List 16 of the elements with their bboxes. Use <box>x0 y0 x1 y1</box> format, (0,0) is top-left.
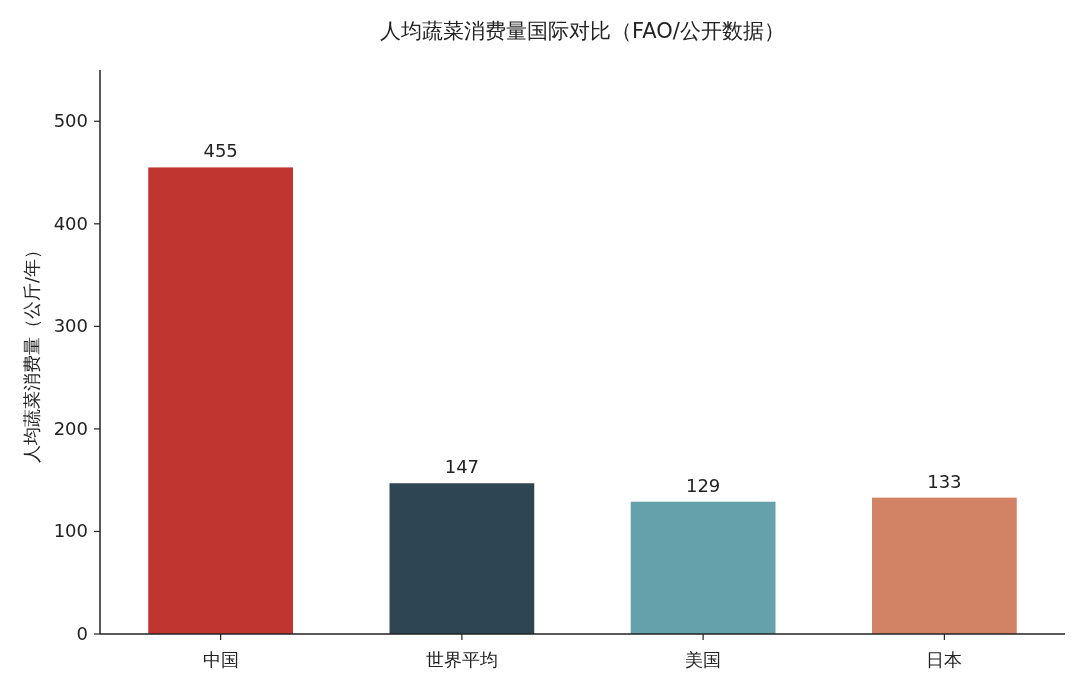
x-tick-label: 日本 <box>926 649 963 670</box>
y-tick-label: 100 <box>53 520 88 542</box>
x-tick-label: 美国 <box>685 649 722 670</box>
y-tick-label: 500 <box>53 110 88 132</box>
data-label: 133 <box>927 470 962 492</box>
x-tick-label: 中国 <box>202 649 239 670</box>
y-axis-title: 人均蔬菜消费量（公斤/年） <box>21 240 42 464</box>
y-tick-label: 300 <box>53 315 88 337</box>
y-tick-label: 0 <box>76 623 88 644</box>
chart-title: 人均蔬菜消费量国际对比（FAO/公开数据） <box>380 19 785 43</box>
y-tick-label: 400 <box>53 212 88 234</box>
y-tick-label: 200 <box>53 417 88 439</box>
data-label: 129 <box>685 474 721 496</box>
x-tick-label: 世界平均 <box>425 649 498 670</box>
data-label: 455 <box>203 140 238 162</box>
data-label: 147 <box>444 456 480 478</box>
